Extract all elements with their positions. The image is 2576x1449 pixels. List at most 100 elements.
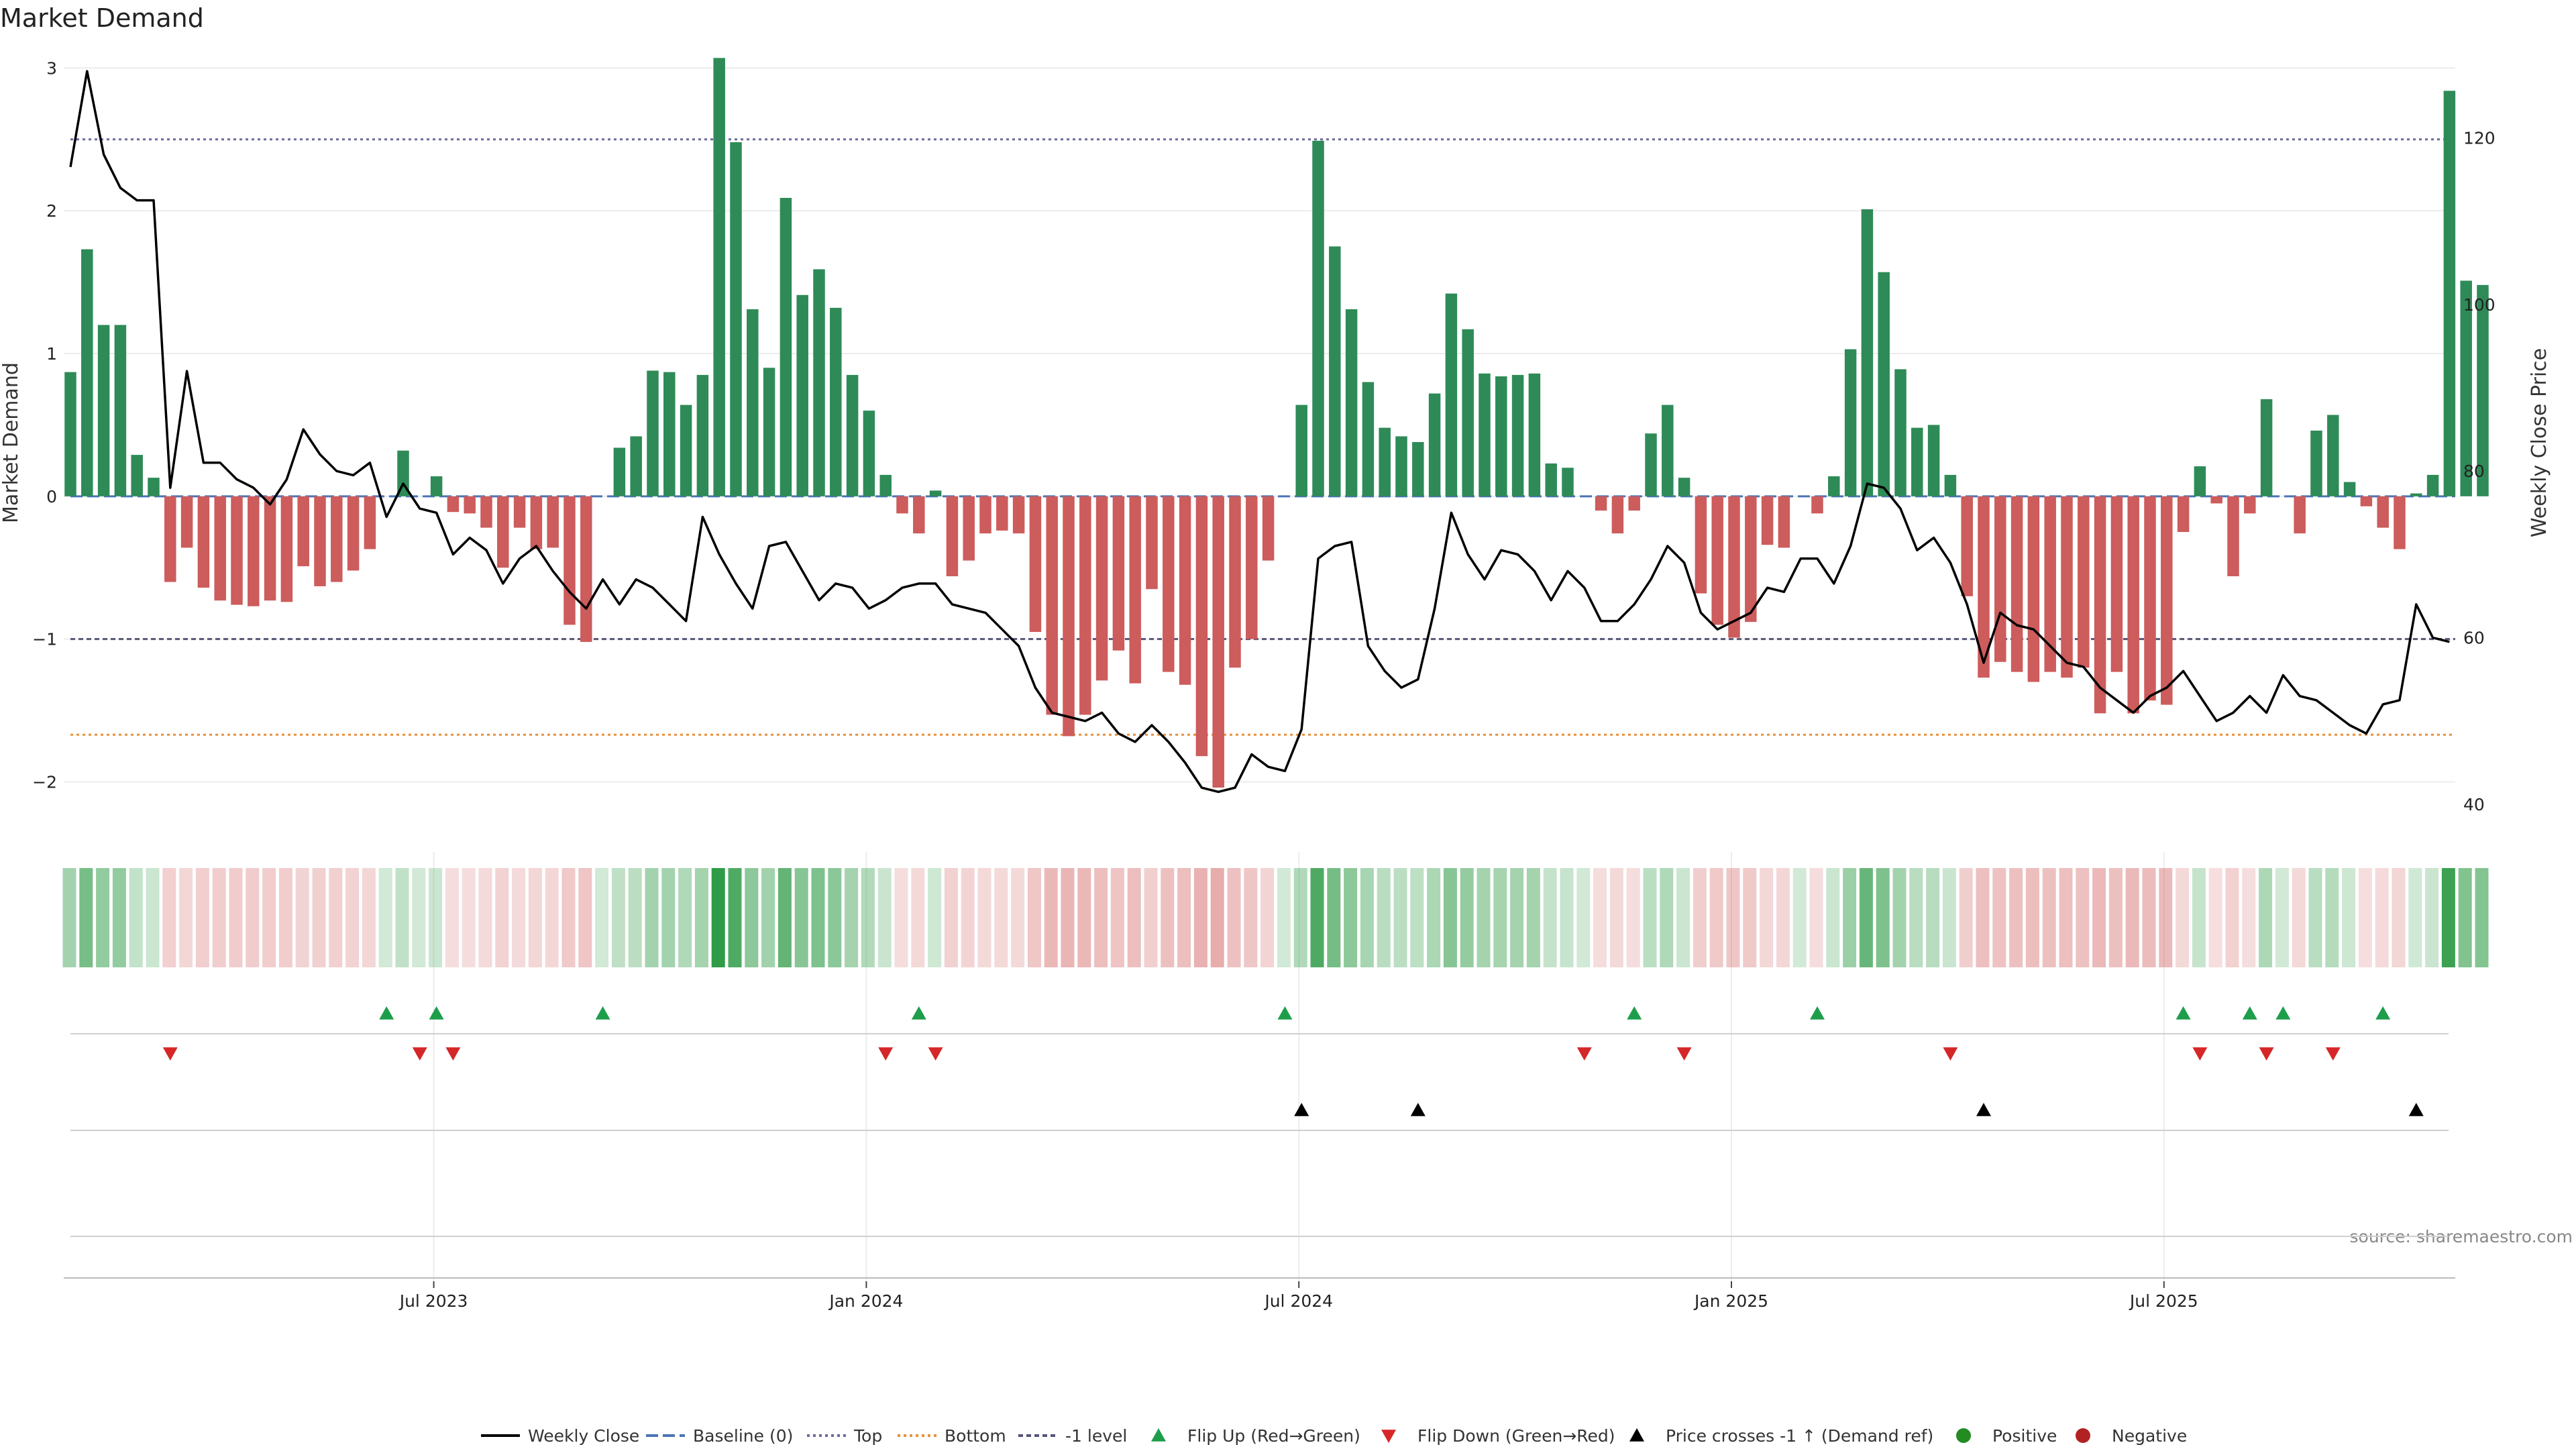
demand-bar: [331, 496, 343, 582]
heat-cell: [1543, 868, 1557, 967]
demand-bar: [1095, 496, 1108, 681]
heat-cell: [1443, 868, 1457, 967]
heat-cell: [994, 868, 1008, 967]
flip-up-marker: [1627, 1006, 1642, 1020]
demand-bar: [2078, 496, 2090, 668]
heat-cell: [1826, 868, 1840, 967]
demand-bar: [1462, 329, 1474, 496]
left-tick-label: −1: [32, 630, 57, 649]
heat-cell: [1077, 868, 1091, 967]
demand-bar: [248, 496, 260, 606]
heat-cell: [2342, 868, 2356, 967]
heat-cell: [96, 868, 110, 967]
demand-bar: [1312, 140, 1324, 496]
heat-cell: [1626, 868, 1640, 967]
legend-label: Top: [853, 1426, 882, 1446]
demand-bar: [1595, 496, 1607, 511]
flip-down-marker: [1676, 1047, 1692, 1061]
heat-cell: [1244, 868, 1258, 967]
demand-bar: [148, 478, 160, 496]
demand-bar: [231, 496, 243, 605]
legend-item-flip-down: Flip Down (Green→Red): [1381, 1426, 1615, 1446]
heat-cell: [2142, 868, 2156, 967]
heat-cell: [977, 868, 991, 967]
legend-label: Price crosses -1 ↑ (Demand ref): [1666, 1426, 1933, 1446]
left-tick-label: 3: [46, 58, 57, 78]
heat-cell: [1843, 868, 1857, 967]
demand-bar: [730, 142, 742, 496]
demand-bar: [297, 496, 309, 567]
demand-bar: [1262, 496, 1275, 561]
heat-cell: [179, 868, 193, 967]
demand-bar: [397, 450, 409, 496]
heat-cell: [1709, 868, 1723, 967]
flip-down-marker: [445, 1047, 461, 1061]
x-tick-label: Jul 2025: [2129, 1291, 2198, 1311]
demand-bar: [1362, 382, 1375, 496]
heat-cell: [1892, 868, 1907, 967]
demand-bars: [64, 58, 2489, 788]
demand-bar: [1029, 496, 1042, 633]
demand-heat-strip: [62, 868, 2489, 967]
weekly-close-polyline: [69, 70, 2450, 794]
heat-cell: [2475, 868, 2489, 967]
demand-bar: [613, 447, 626, 496]
demand-bar: [647, 370, 659, 496]
demand-bar: [2327, 415, 2339, 496]
demand-bar: [2343, 482, 2356, 496]
demand-bar: [1479, 373, 1491, 496]
heat-cell: [1792, 868, 1807, 967]
demand-bar: [2227, 496, 2239, 577]
demand-bar: [1379, 427, 1391, 496]
heat-cell: [1526, 868, 1540, 967]
heat-cell: [661, 868, 676, 967]
heat-cell: [1643, 868, 1657, 967]
demand-bar: [2161, 496, 2173, 705]
heat-cell: [2408, 868, 2422, 967]
demand-bar: [1112, 496, 1125, 651]
demand-bar: [530, 496, 543, 549]
heat-cell: [2358, 868, 2372, 967]
left-tick-label: 2: [46, 201, 57, 221]
demand-bar: [1063, 496, 1075, 737]
demand-bar: [913, 496, 925, 534]
demand-bar: [131, 455, 143, 496]
demand-bar: [280, 496, 293, 602]
demand-bar: [564, 496, 576, 625]
demand-bar: [2177, 496, 2190, 533]
demand-bar: [863, 411, 875, 496]
demand-bar: [680, 405, 692, 496]
demand-bar: [2426, 474, 2439, 496]
demand-bar: [996, 496, 1008, 531]
x-tick-label: Jan 2024: [828, 1291, 903, 1311]
flip-up-marker: [2242, 1006, 2257, 1020]
demand-bar: [1395, 436, 1407, 496]
heat-cell: [678, 868, 692, 967]
heat-cell: [845, 868, 859, 967]
flip-down-marker: [412, 1047, 427, 1061]
legend-swatch: [1151, 1428, 1166, 1442]
flip-up-marker: [379, 1006, 394, 1020]
demand-bar: [1761, 496, 1774, 545]
heat-cell: [1293, 868, 1307, 967]
heat-cell: [2425, 868, 2439, 967]
heat-cell: [1427, 868, 1441, 967]
weekly-close-line: [69, 70, 2450, 794]
demand-bar: [480, 496, 492, 528]
flip-up-marker: [911, 1006, 926, 1020]
flip-up-marker: [2375, 1006, 2391, 1020]
demand-bar: [696, 374, 709, 496]
left-tick-label: 1: [46, 344, 57, 364]
flip-up-marker: [2176, 1006, 2191, 1020]
demand-bar: [464, 496, 476, 514]
demand-bar: [1745, 496, 1757, 623]
heat-cell: [2259, 868, 2273, 967]
left-tick-label: −2: [32, 773, 57, 792]
legend-swatch: [1629, 1428, 1644, 1442]
heat-cell: [429, 868, 443, 967]
heat-cell: [1177, 868, 1191, 967]
flip-down-marker: [162, 1047, 178, 1061]
heat-cell: [2059, 868, 2073, 967]
heat-cell: [561, 868, 576, 967]
heat-cell: [1743, 868, 1757, 967]
